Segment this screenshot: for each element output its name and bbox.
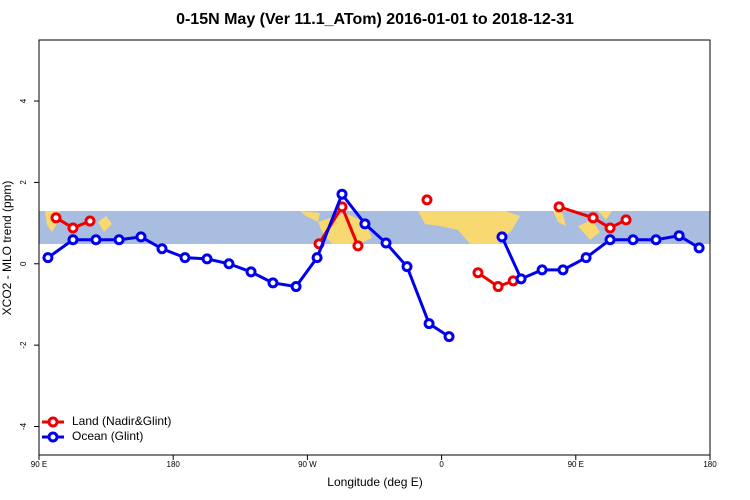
y-tick-label: 2 bbox=[19, 180, 28, 185]
data-point bbox=[620, 214, 632, 226]
data-point bbox=[650, 234, 662, 246]
data-point bbox=[553, 201, 565, 213]
data-point bbox=[515, 273, 527, 285]
legend-label: Ocean (Glint) bbox=[72, 429, 143, 443]
data-point bbox=[336, 188, 348, 200]
land-shape bbox=[98, 216, 112, 232]
data-point bbox=[290, 281, 302, 293]
data-point bbox=[557, 264, 569, 276]
data-point bbox=[50, 212, 62, 224]
x-tick-label: 90 E bbox=[31, 460, 47, 469]
data-point bbox=[42, 252, 54, 264]
data-point bbox=[267, 277, 279, 289]
data-point bbox=[67, 234, 79, 246]
data-point bbox=[587, 212, 599, 224]
data-point bbox=[113, 234, 125, 246]
data-point bbox=[135, 231, 147, 243]
land-shape bbox=[578, 220, 600, 240]
y-tick-label: 0 bbox=[19, 261, 28, 266]
data-point bbox=[84, 215, 96, 227]
land-shape bbox=[300, 211, 320, 222]
x-tick-label: 90 W bbox=[298, 460, 317, 469]
data-point bbox=[604, 222, 616, 234]
x-axis-title: Longitude (deg E) bbox=[327, 475, 422, 489]
data-point bbox=[359, 218, 371, 230]
data-point bbox=[673, 230, 685, 242]
data-point bbox=[472, 267, 484, 279]
legend-marker bbox=[47, 431, 59, 443]
plot-frame bbox=[38, 39, 711, 456]
land-shape bbox=[598, 211, 612, 220]
data-point bbox=[536, 264, 548, 276]
y-tick-label: -2 bbox=[19, 341, 28, 349]
land-shape bbox=[553, 211, 566, 226]
data-point bbox=[401, 261, 413, 273]
data-point bbox=[67, 222, 79, 234]
x-tick-label: 90 E bbox=[568, 460, 584, 469]
chart-title: 0-15N May (Ver 11.1_ATom) 2016-01-01 to … bbox=[176, 11, 574, 28]
data-point bbox=[604, 234, 616, 246]
land-shape bbox=[418, 211, 520, 244]
data-point bbox=[90, 234, 102, 246]
data-point bbox=[693, 242, 705, 254]
data-point bbox=[423, 318, 435, 330]
legend-marker bbox=[47, 416, 59, 428]
data-point bbox=[352, 240, 364, 252]
y-axis-title: XCO2 - MLO trend (ppm) bbox=[0, 181, 14, 316]
data-point bbox=[223, 258, 235, 270]
data-point bbox=[443, 331, 455, 343]
x-tick-label: 180 bbox=[703, 460, 717, 469]
data-point bbox=[496, 231, 508, 243]
data-point bbox=[311, 252, 323, 264]
data-point bbox=[179, 252, 191, 264]
data-point bbox=[580, 252, 592, 264]
y-tick-label: 4 bbox=[19, 98, 28, 103]
x-tick-label: 180 bbox=[167, 460, 181, 469]
data-point bbox=[492, 281, 504, 293]
data-point bbox=[421, 194, 433, 206]
y-tick-label: -4 bbox=[19, 422, 28, 430]
series-line bbox=[558, 205, 627, 230]
data-point bbox=[380, 237, 392, 249]
data-point bbox=[627, 234, 639, 246]
series-line bbox=[500, 234, 700, 281]
data-point bbox=[156, 243, 168, 255]
data-point bbox=[245, 266, 257, 278]
data-point bbox=[201, 253, 213, 265]
legend-label: Land (Nadir&Glint) bbox=[72, 414, 171, 428]
x-tick-label: 0 bbox=[439, 460, 444, 469]
